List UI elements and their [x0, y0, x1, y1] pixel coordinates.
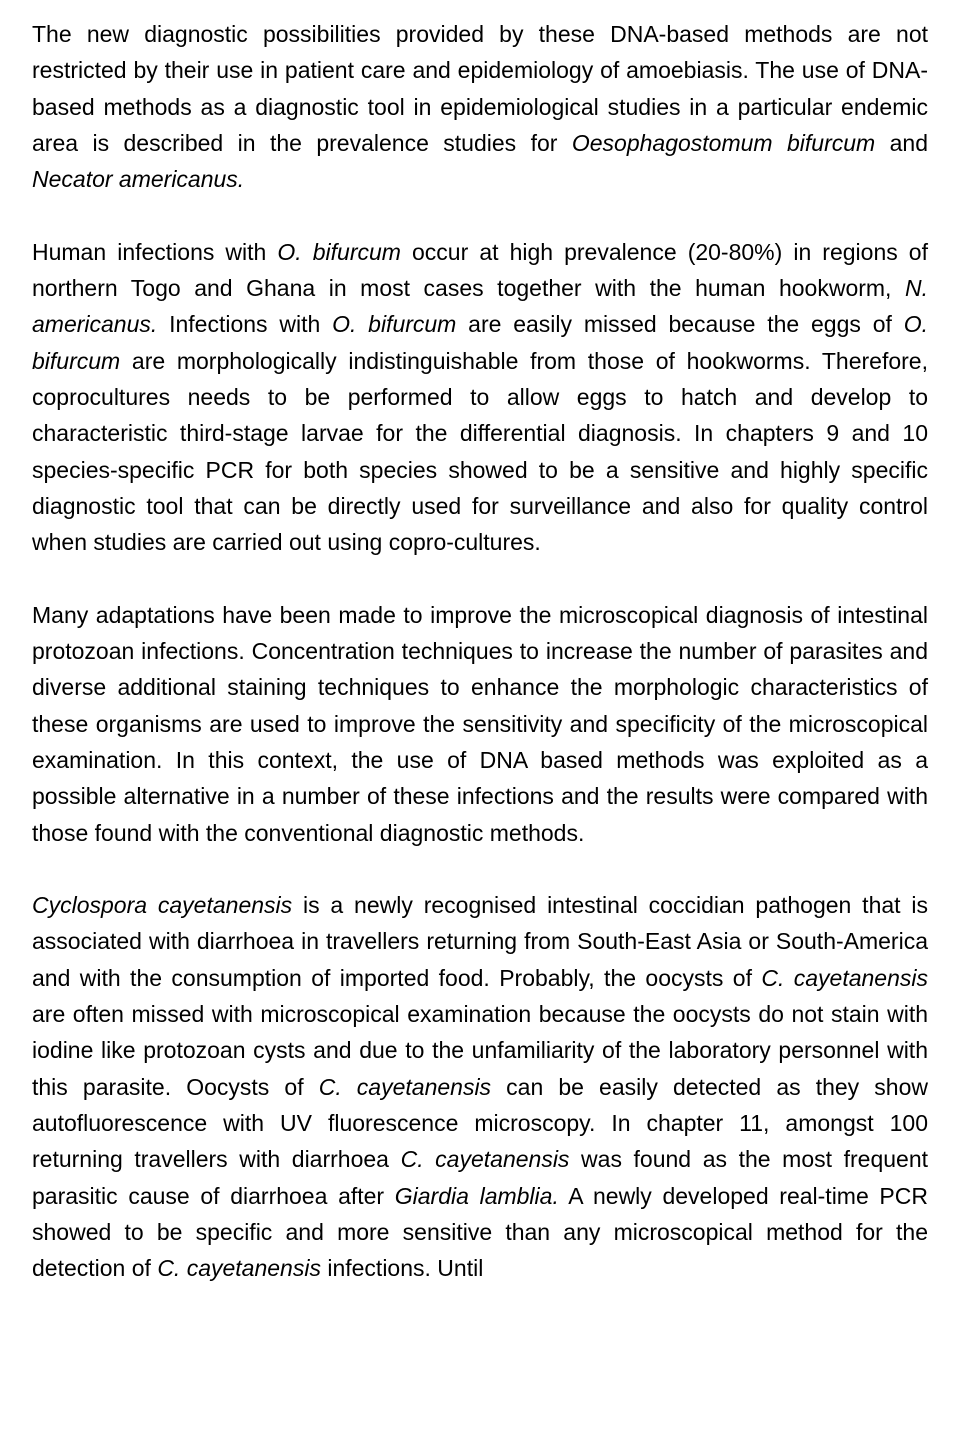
text-run-italic: Giardia lamblia. — [395, 1183, 559, 1209]
text-run-italic: C. cayetanensis — [157, 1255, 321, 1281]
paragraph-1: The new diagnostic possibilities provide… — [32, 16, 928, 198]
paragraph-4: Cyclospora cayetanensis is a newly recog… — [32, 887, 928, 1287]
text-run: Many adaptations have been made to impro… — [32, 602, 928, 846]
text-run-italic: Oesophagostomum bifurcum — [572, 130, 875, 156]
text-run: infections. Until — [321, 1255, 483, 1281]
text-run-italic: Necator americanus. — [32, 166, 244, 192]
text-run: and — [875, 130, 928, 156]
text-run-italic: Cyclospora cayetanensis — [32, 892, 292, 918]
text-run: Human infections with — [32, 239, 277, 265]
text-run: are morphologically indistinguishable fr… — [32, 348, 928, 556]
paragraph-2: Human infections with O. bifurcum occur … — [32, 234, 928, 561]
text-run: Infections with — [157, 311, 332, 337]
text-run-italic: O. bifurcum — [332, 311, 456, 337]
text-run-italic: C. cayetanensis — [319, 1074, 491, 1100]
text-run-italic: O. bifurcum — [277, 239, 401, 265]
text-run-italic: C. cayetanensis — [401, 1146, 570, 1172]
text-run-italic: C. cayetanensis — [761, 965, 928, 991]
paragraph-3: Many adaptations have been made to impro… — [32, 597, 928, 851]
text-run: are easily missed because the eggs of — [456, 311, 903, 337]
